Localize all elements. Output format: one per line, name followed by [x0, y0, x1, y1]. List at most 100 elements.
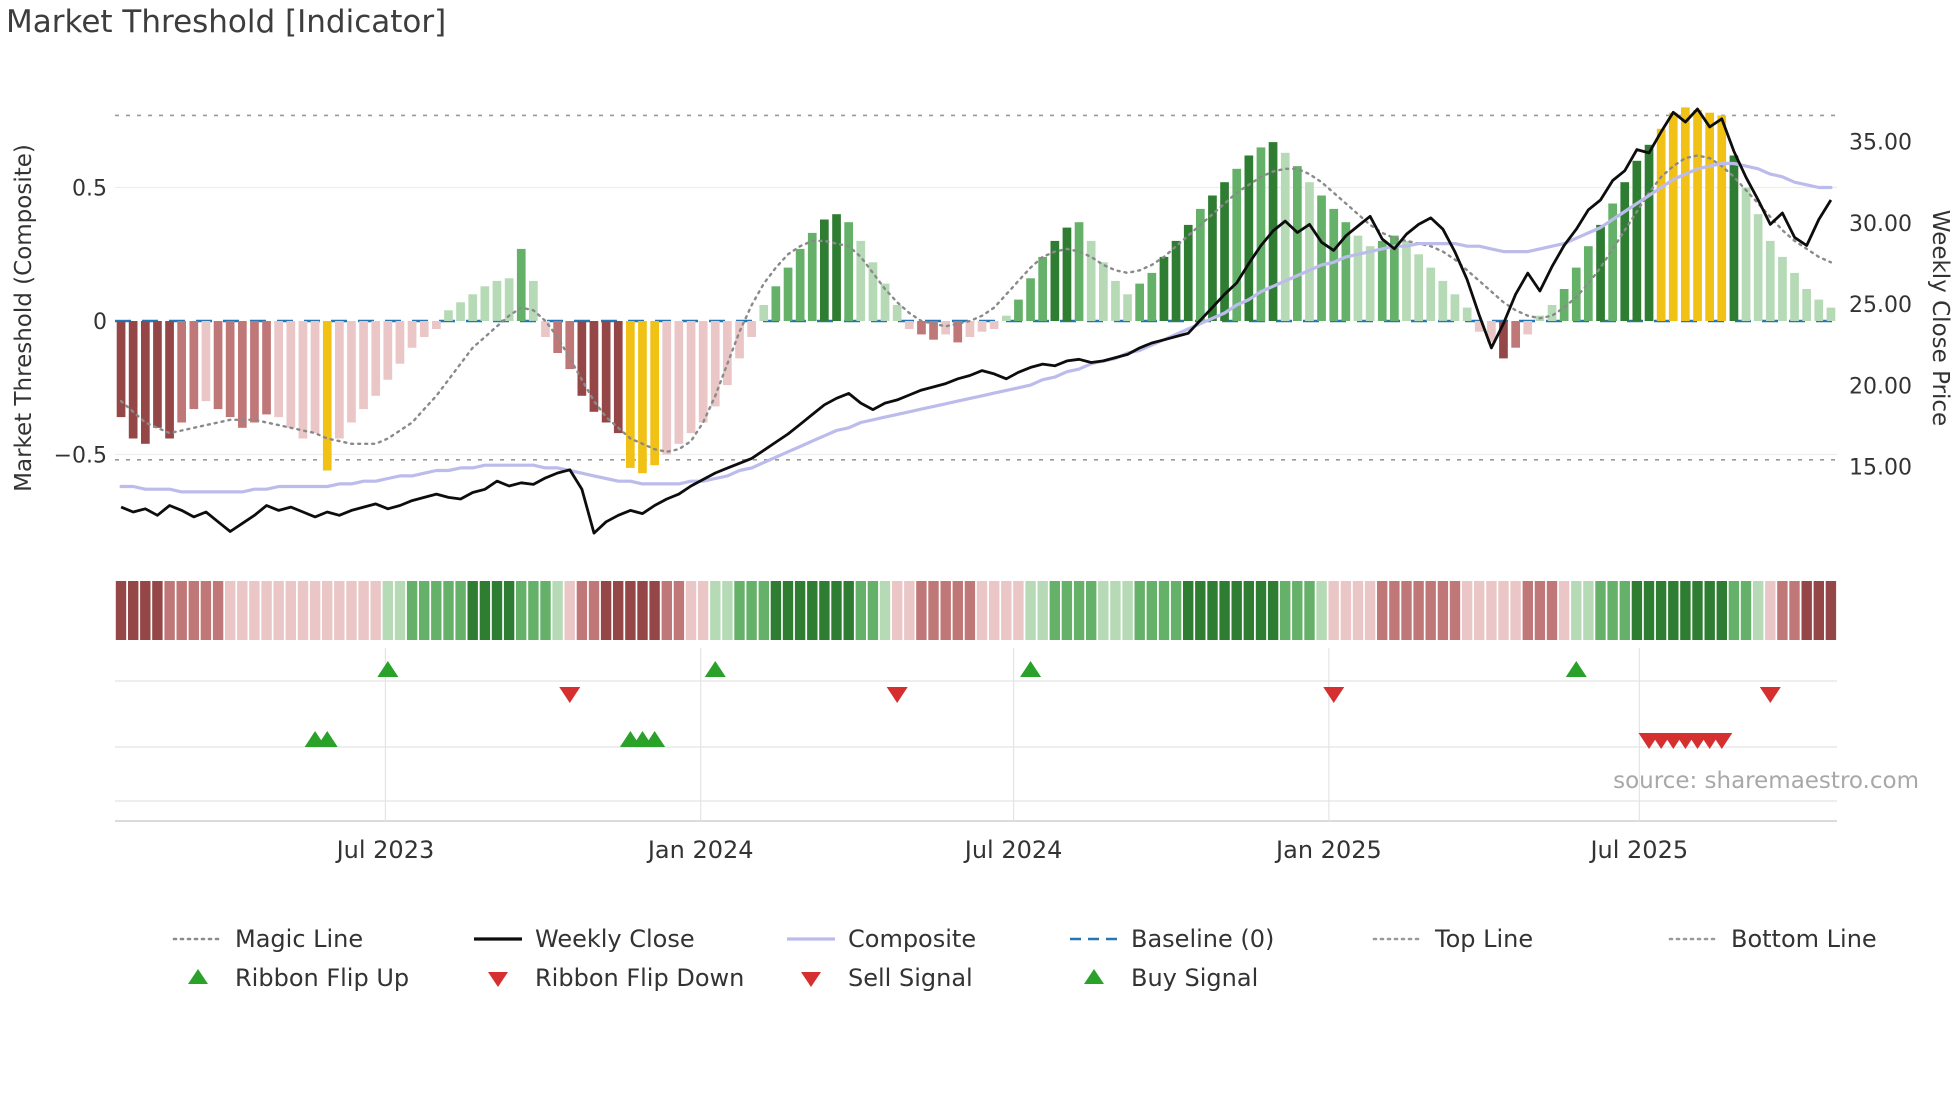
threshold-bar [747, 321, 756, 337]
ribbon-cell [1655, 581, 1667, 640]
ribbon-cell [1207, 581, 1218, 640]
threshold-bar [1002, 315, 1011, 321]
ribbon-cell [394, 581, 406, 640]
ribbon-cell [1643, 581, 1655, 640]
threshold-bar [1681, 107, 1690, 322]
threshold-bar [1074, 222, 1084, 321]
signal-panel [115, 648, 1837, 822]
ribbon-flip-down-markers [559, 687, 1781, 703]
ribbon-cell [758, 581, 769, 640]
ribbon-cell [1037, 581, 1048, 640]
threshold-bar [201, 321, 211, 402]
threshold-bar [1462, 307, 1472, 321]
ribbon-cell [807, 581, 818, 640]
ribbon-cell [685, 581, 697, 640]
threshold-bar [904, 321, 914, 329]
threshold-bar [419, 321, 429, 337]
ribbon-cell [1170, 581, 1182, 640]
ribbon-cell [1789, 581, 1800, 640]
threshold-bar [492, 280, 502, 321]
right-tick-label: 25.00 [1849, 293, 1912, 318]
ribbon-cell [406, 581, 418, 640]
threshold-bar [516, 248, 526, 321]
ribbon-cell [334, 581, 345, 640]
ribbon-cell [916, 581, 927, 640]
threshold-bar [359, 321, 368, 410]
ribbon-cell [1292, 581, 1303, 640]
threshold-bar [1559, 289, 1569, 321]
ribbon-cell [879, 581, 891, 640]
ribbon-cell [576, 581, 588, 640]
threshold-bar [650, 321, 659, 466]
threshold-bar [929, 321, 938, 340]
threshold-bar [1099, 262, 1108, 321]
ribbon-cell [370, 581, 381, 640]
ribbon-cell [1777, 581, 1788, 640]
ribbon-cell [794, 581, 806, 640]
threshold-bar [347, 321, 356, 423]
threshold-bar [1280, 152, 1290, 321]
threshold-bar [1814, 299, 1824, 321]
ribbon-cell [1086, 581, 1097, 640]
ribbon-cell [1449, 581, 1461, 640]
ribbon-cell [346, 581, 357, 640]
threshold-bar [735, 321, 744, 359]
threshold-bar [783, 267, 793, 321]
ribbon-flip-down-marker [1323, 687, 1345, 703]
ribbon-cell [1692, 581, 1703, 640]
ribbon-cell [1413, 581, 1424, 640]
ribbon-cell [1522, 581, 1533, 640]
threshold-bar [577, 321, 587, 396]
ribbon-cell [540, 581, 551, 640]
right-tick-label: 20.00 [1849, 374, 1912, 399]
threshold-bar [310, 321, 320, 434]
threshold-bar [662, 321, 672, 455]
ribbon-cell [467, 581, 478, 640]
ribbon-cell [770, 581, 782, 640]
threshold-bar [1656, 128, 1666, 321]
ribbon-cell [964, 581, 976, 640]
threshold-bar [1487, 321, 1496, 343]
ribbon-cell [1183, 581, 1194, 640]
ribbon-cell [1474, 581, 1485, 640]
ribbon-cell [128, 581, 139, 640]
threshold-bar [941, 321, 950, 335]
left-tick-label: −0.5 [54, 444, 107, 469]
threshold-bar [1353, 235, 1363, 321]
threshold-bar [383, 321, 393, 380]
main-plot [115, 107, 1837, 535]
x-tick-label: Jul 2023 [335, 836, 435, 864]
left-axis-ticks: 0.5 0 −0.5 [54, 177, 107, 469]
threshold-bar [1826, 307, 1836, 321]
ribbon-cell [1510, 581, 1521, 640]
ribbon-cell [1680, 581, 1691, 640]
ribbon-cell [855, 581, 866, 640]
threshold-bar [456, 302, 465, 321]
buy-signal-marker [316, 731, 338, 747]
ribbon-cell [1267, 581, 1279, 640]
ribbon-cell [697, 581, 709, 640]
ribbon-cell [588, 581, 600, 640]
composite-line [119, 161, 1833, 494]
ribbon-cell [200, 581, 212, 640]
threshold-bar [1086, 240, 1096, 321]
threshold-bar [1426, 267, 1436, 321]
magic-line [119, 154, 1833, 454]
buy-signal-markers [304, 731, 666, 747]
threshold-bar [335, 321, 344, 439]
ribbon-cell [1546, 581, 1558, 640]
ribbon-cell [710, 581, 721, 640]
ribbon-cell [928, 581, 939, 640]
threshold-bar [1232, 168, 1242, 321]
ribbon-cell [237, 581, 248, 640]
ribbon-cell [322, 581, 333, 640]
threshold-bar [286, 321, 296, 428]
threshold-bar [953, 321, 963, 343]
threshold-bar [504, 278, 514, 321]
ribbon-cell [382, 581, 393, 640]
ribbon-cell [673, 581, 685, 640]
ribbon-flip-down-marker [886, 687, 908, 703]
threshold-bar [1377, 240, 1387, 321]
